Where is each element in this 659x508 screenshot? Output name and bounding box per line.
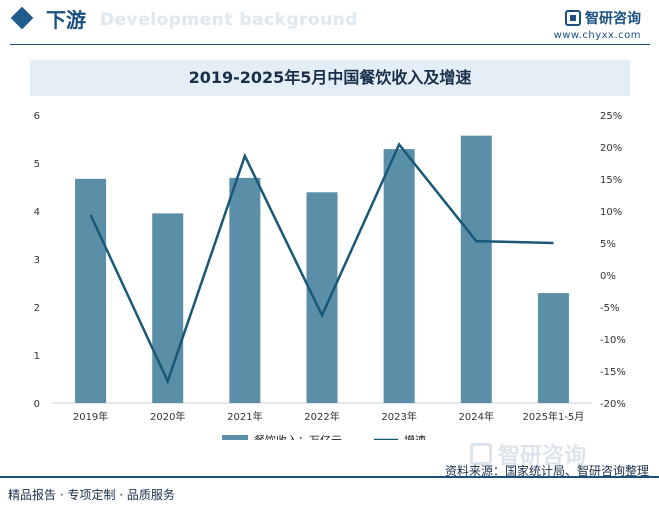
- y-right-tick-label: 15%: [600, 175, 622, 186]
- bar-6: [537, 293, 569, 403]
- brand-name: 智研咨询: [585, 11, 641, 27]
- y-right-tick-label: -20%: [600, 399, 626, 410]
- y-right-tick-label: 5%: [600, 239, 616, 250]
- y-right-tick-label: 0%: [600, 271, 616, 282]
- legend-bar-swatch: [222, 435, 248, 440]
- legend-line-label: 增速: [404, 433, 426, 440]
- section-title: 下游: [46, 8, 86, 32]
- x-tick-label: 2021年: [227, 410, 262, 423]
- y-left-tick-label: 0: [34, 399, 40, 410]
- chart-title: 2019-2025年5月中国餐饮收入及增速: [188, 68, 472, 87]
- y-left-tick-label: 5: [34, 159, 40, 170]
- legend-bar-label: 餐饮收入：万亿元: [254, 433, 342, 440]
- y-left-tick-label: 6: [34, 111, 40, 122]
- bar-5: [460, 135, 492, 403]
- y-left-tick-label: 4: [34, 207, 40, 218]
- footer: 精品报告 · 专项定制 · 品质服务 资料来源：国家统计局、智研咨询整理: [0, 464, 659, 508]
- footer-slogan: 精品报告 · 专项定制 · 品质服务: [8, 488, 175, 502]
- y-right-tick-label: -10%: [600, 335, 626, 346]
- header-watermark: Development background: [100, 10, 358, 30]
- x-tick-label: 2019年: [73, 410, 108, 423]
- y-left-tick-label: 2: [34, 303, 40, 314]
- watermark-logo: 智研咨询: [470, 438, 586, 470]
- diamond-icon: [10, 6, 34, 30]
- header: Development background 下游 智研咨询 www.chyxx…: [0, 0, 659, 44]
- bar-2: [229, 177, 261, 403]
- x-tick-label: 2024年: [459, 410, 494, 423]
- watermark-brand: 智研咨询: [498, 444, 587, 469]
- y-right-tick-label: -15%: [600, 367, 626, 378]
- x-tick-label: 2022年: [304, 410, 339, 423]
- x-tick-label: 2020年: [150, 410, 185, 423]
- x-tick-label: 2025年1-5月: [523, 410, 585, 423]
- bar-4: [383, 149, 415, 403]
- y-right-tick-label: -5%: [600, 303, 619, 314]
- y-left-tick-label: 3: [34, 255, 40, 266]
- watermark-logo-icon: [470, 443, 492, 465]
- brand-logo-icon: [565, 10, 581, 26]
- chart-title-bar: 2019-2025年5月中国餐饮收入及增速: [30, 60, 630, 96]
- y-left-tick-label: 1: [34, 351, 40, 362]
- footer-divider: [0, 476, 659, 478]
- bar-3: [306, 192, 338, 403]
- bar-0: [75, 178, 107, 403]
- brand: 智研咨询: [565, 8, 641, 28]
- y-right-tick-label: 10%: [600, 207, 622, 218]
- header-divider: [10, 44, 650, 45]
- x-tick-label: 2023年: [381, 410, 416, 423]
- chart: 0 1 2 3 4 5 6 -20% -15% -10% -5% 0% 5% 10% 15% 20% 25% 20…: [34, 111, 626, 440]
- brand-url: www.chyxx.com: [553, 30, 641, 41]
- source-note: 资料来源：国家统计局、智研咨询整理: [444, 464, 649, 478]
- y-right-tick-label: 25%: [600, 111, 622, 122]
- bar-1: [152, 213, 184, 403]
- y-right-tick-label: 20%: [600, 143, 622, 154]
